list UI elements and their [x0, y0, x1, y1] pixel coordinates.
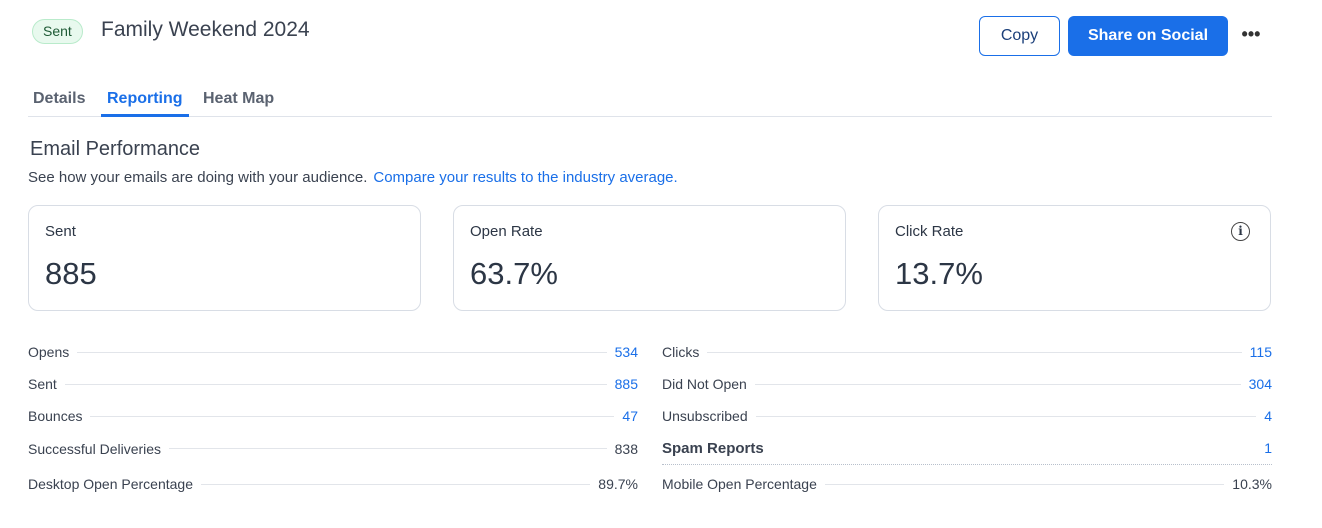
- stat-row-clicks: Clicks 115: [662, 336, 1272, 368]
- tab-details[interactable]: Details: [33, 90, 86, 107]
- stat-row-opens: Opens 534: [28, 336, 638, 368]
- stat-row-spam-reports: Spam Reports 1: [662, 432, 1272, 465]
- stat-value[interactable]: 534: [614, 344, 638, 360]
- tab-bar: Details Reporting Heat Map: [28, 80, 1272, 117]
- stat-value[interactable]: 1: [1264, 440, 1272, 456]
- stat-label: Spam Reports: [662, 439, 764, 457]
- stat-label: Desktop Open Percentage: [28, 476, 193, 492]
- status-badge: Sent: [32, 19, 83, 44]
- stat-value: 89.7%: [598, 476, 638, 492]
- tab-reporting[interactable]: Reporting: [101, 90, 189, 117]
- stat-label: Sent: [28, 376, 57, 392]
- stat-label: Did Not Open: [662, 376, 747, 392]
- stat-row-mobile-open: Mobile Open Percentage 10.3%: [662, 466, 1272, 502]
- tab-heat-map[interactable]: Heat Map: [203, 90, 275, 107]
- more-options-icon[interactable]: •••: [1241, 24, 1261, 44]
- stat-label: Mobile Open Percentage: [662, 476, 817, 492]
- card-label: Sent: [45, 223, 76, 240]
- card-label: Click Rate: [895, 223, 964, 240]
- stat-row-bounces: Bounces 47: [28, 400, 638, 432]
- stats-left: Opens 534 Sent 885 Bounces 47 Successful De…: [28, 336, 638, 502]
- stat-value[interactable]: 115: [1249, 344, 1272, 360]
- stat-value[interactable]: 885: [614, 376, 638, 392]
- stat-label: Opens: [28, 344, 70, 360]
- stat-label: Bounces: [28, 408, 83, 424]
- stat-row-deliveries: Successful Deliveries 838: [28, 432, 638, 465]
- stat-value[interactable]: 304: [1248, 376, 1272, 392]
- stat-value: 838: [614, 440, 638, 457]
- stats-right: Clicks 115 Did Not Open 304 Unsubscribed 4 …: [662, 336, 1272, 502]
- card-value: 885: [45, 256, 97, 291]
- stat-label: Unsubscribed: [662, 408, 748, 424]
- card-click-rate: Click Rate 13.7% i: [878, 205, 1271, 311]
- page-title: Family Weekend 2024: [101, 18, 310, 41]
- description-text: See how your emails are doing with your …: [28, 169, 368, 186]
- stat-value: 10.3%: [1232, 476, 1272, 492]
- stat-row-sent: Sent 885: [28, 368, 638, 400]
- section-description: See how your emails are doing with your …: [28, 169, 678, 186]
- card-sent: Sent 885: [28, 205, 421, 311]
- stat-row-did-not-open: Did Not Open 304: [662, 368, 1272, 400]
- share-on-social-button[interactable]: Share on Social: [1068, 16, 1228, 56]
- stat-value[interactable]: 47: [622, 408, 638, 424]
- stat-row-unsubscribed: Unsubscribed 4: [662, 400, 1272, 432]
- compare-link[interactable]: Compare your results to the industry ave…: [373, 169, 678, 186]
- card-label: Open Rate: [470, 223, 543, 240]
- stat-value[interactable]: 4: [1264, 408, 1272, 424]
- copy-button[interactable]: Copy: [979, 16, 1060, 56]
- info-icon[interactable]: i: [1231, 222, 1250, 241]
- stat-label: Successful Deliveries: [28, 440, 162, 457]
- card-open-rate: Open Rate 63.7%: [453, 205, 846, 311]
- section-title: Email Performance: [30, 138, 201, 160]
- stat-row-desktop-open: Desktop Open Percentage 89.7%: [28, 466, 638, 502]
- stat-label: Clicks: [662, 344, 700, 360]
- card-value: 63.7%: [470, 256, 558, 291]
- card-value: 13.7%: [895, 256, 983, 291]
